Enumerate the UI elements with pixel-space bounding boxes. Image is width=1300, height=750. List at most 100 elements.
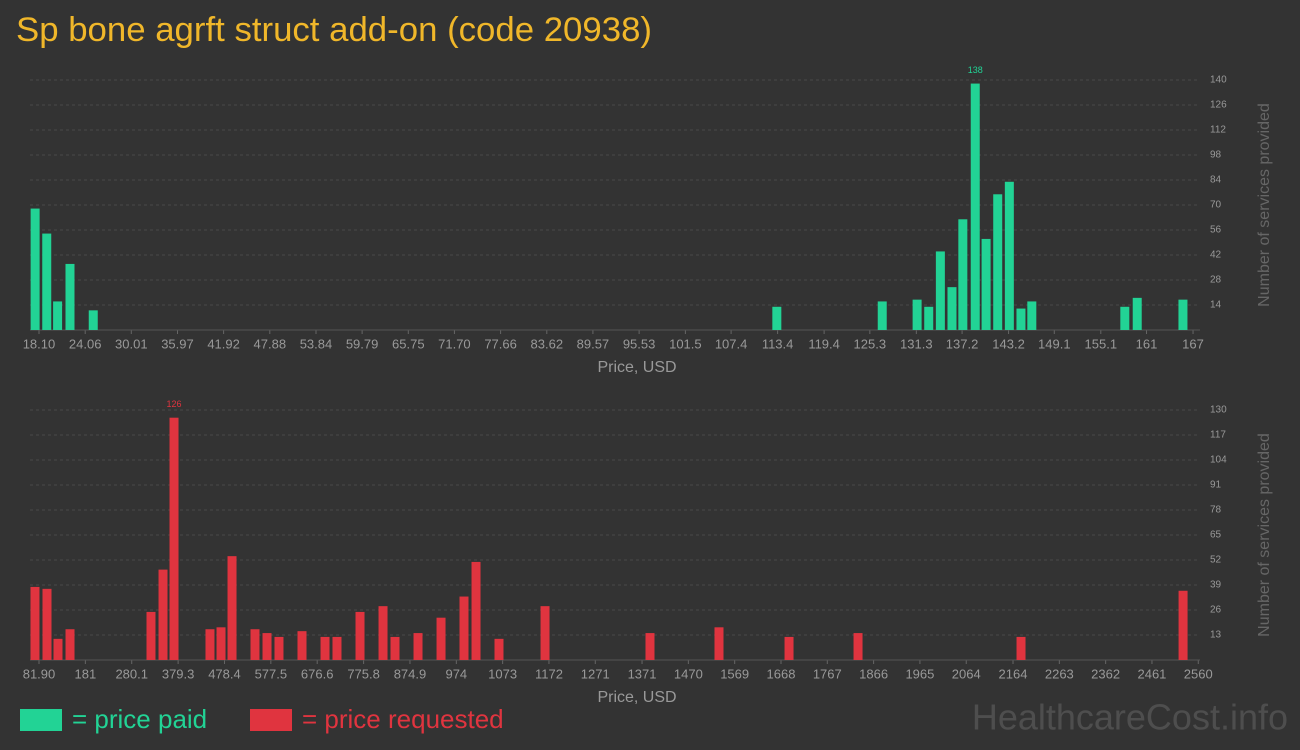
x-tick-label: 1965 <box>905 666 934 681</box>
x-tick-label: 24.06 <box>69 336 102 351</box>
y-tick-label: 78 <box>1210 505 1222 516</box>
y-tick-label: 130 <box>1210 405 1227 416</box>
x-tick-label: 1172 <box>535 666 563 681</box>
bar <box>981 238 991 330</box>
x-tick-label: 379.3 <box>162 666 195 681</box>
y-tick-label: 28 <box>1210 275 1222 286</box>
bar <box>784 636 794 660</box>
x-tick-label: 47.88 <box>254 336 287 351</box>
bar <box>30 586 40 660</box>
bar <box>877 301 887 330</box>
x-tick-label: 143.2 <box>992 336 1025 351</box>
bar <box>297 631 307 660</box>
y-tick-label: 65 <box>1210 530 1222 541</box>
x-axis-label: Price, USD <box>597 689 676 706</box>
bar <box>355 611 365 660</box>
y-tick-label: 84 <box>1210 175 1222 186</box>
bar <box>436 617 446 660</box>
x-tick-label: 149.1 <box>1038 336 1071 351</box>
x-tick-label: 167 <box>1182 336 1204 351</box>
bar <box>320 636 330 660</box>
bar <box>378 606 388 660</box>
y-tick-label: 112 <box>1210 125 1226 136</box>
x-tick-label: 131.3 <box>900 336 933 351</box>
x-tick-label: 1073 <box>488 666 517 681</box>
bar <box>471 561 481 660</box>
y-tick-label: 14 <box>1210 300 1222 311</box>
x-tick-label: 18.10 <box>23 336 56 351</box>
legend-swatch <box>20 709 62 731</box>
bar <box>53 301 63 330</box>
x-tick-label: 974 <box>445 666 467 681</box>
bar <box>262 633 272 660</box>
x-tick-label: 155.1 <box>1085 336 1118 351</box>
y-tick-label: 126 <box>1210 100 1227 111</box>
x-tick-label: 59.79 <box>346 336 379 351</box>
bar <box>1178 299 1188 330</box>
bar <box>169 417 179 660</box>
x-tick-label: 71.70 <box>438 336 471 351</box>
bar <box>772 306 782 330</box>
x-tick-label: 577.5 <box>255 666 288 681</box>
x-tick-label: 1668 <box>767 666 796 681</box>
x-tick-label: 676.6 <box>301 666 334 681</box>
bar <box>459 596 469 660</box>
x-tick-label: 2461 <box>1137 666 1166 681</box>
x-tick-label: 1271 <box>581 666 610 681</box>
x-tick-label: 113.4 <box>762 336 794 351</box>
x-tick-label: 30.01 <box>115 336 148 351</box>
x-tick-label: 83.62 <box>531 336 564 351</box>
x-tick-label: 280.1 <box>115 666 148 681</box>
bar <box>494 638 504 660</box>
x-tick-label: 2560 <box>1184 666 1213 681</box>
y-tick-label: 39 <box>1210 580 1222 591</box>
x-tick-label: 53.84 <box>300 336 333 351</box>
legend-label: = price requested <box>302 704 504 734</box>
x-tick-label: 2164 <box>999 666 1028 681</box>
y-tick-label: 56 <box>1210 225 1222 236</box>
x-tick-label: 2263 <box>1045 666 1074 681</box>
x-tick-label: 95.53 <box>623 336 656 351</box>
y-tick-label: 140 <box>1210 75 1227 86</box>
x-tick-label: 874.9 <box>394 666 427 681</box>
bar <box>912 299 922 330</box>
x-tick-label: 1767 <box>813 666 842 681</box>
legend-label: = price paid <box>72 704 207 734</box>
bar <box>970 83 980 330</box>
watermark: HealthcareCost.info <box>972 697 1288 738</box>
bar <box>274 636 284 660</box>
bar <box>947 287 957 330</box>
y-axis-label: Number of services provided <box>1256 433 1273 637</box>
page-title: Sp bone agrft struct add-on (code 20938) <box>16 11 652 49</box>
x-tick-label: 1866 <box>859 666 888 681</box>
x-tick-label: 65.75 <box>392 336 425 351</box>
x-tick-label: 478.4 <box>208 666 241 681</box>
bar <box>65 263 75 330</box>
x-tick-label: 181 <box>75 666 97 681</box>
x-tick-label: 41.92 <box>207 336 240 351</box>
y-tick-label: 52 <box>1210 555 1222 566</box>
x-axis-label: Price, USD <box>597 359 676 376</box>
x-tick-label: 1470 <box>674 666 703 681</box>
bar <box>332 636 342 660</box>
bar <box>53 638 63 660</box>
bar <box>645 633 655 660</box>
x-tick-label: 775.8 <box>347 666 380 681</box>
bar <box>146 611 156 660</box>
x-tick-label: 35.97 <box>161 336 194 351</box>
y-tick-label: 26 <box>1210 605 1222 616</box>
x-tick-label: 77.66 <box>484 336 517 351</box>
x-tick-label: 2362 <box>1091 666 1120 681</box>
y-tick-label: 13 <box>1210 630 1222 641</box>
y-tick-label: 42 <box>1210 250 1222 261</box>
y-tick-label: 117 <box>1210 430 1226 441</box>
x-tick-label: 137.2 <box>946 336 979 351</box>
bar <box>42 588 52 660</box>
y-tick-label: 104 <box>1210 455 1227 466</box>
bar <box>158 569 168 660</box>
bar <box>1016 308 1026 330</box>
bar <box>1178 590 1188 660</box>
x-tick-label: 125.3 <box>854 336 887 351</box>
